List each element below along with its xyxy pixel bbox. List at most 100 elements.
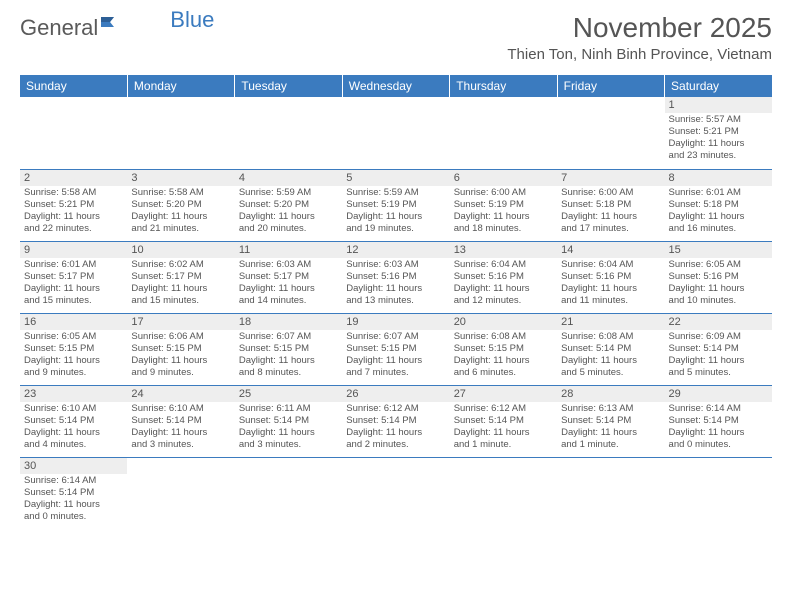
day-number: [235, 97, 342, 113]
day-details: Sunrise: 6:02 AMSunset: 5:17 PMDaylight:…: [127, 258, 234, 309]
day-details: Sunrise: 6:01 AMSunset: 5:17 PMDaylight:…: [20, 258, 127, 309]
day-details: Sunrise: 5:59 AMSunset: 5:20 PMDaylight:…: [235, 186, 342, 237]
day-number: [557, 458, 664, 474]
calendar-cell: 7Sunrise: 6:00 AMSunset: 5:18 PMDaylight…: [557, 169, 664, 241]
day-number: 24: [127, 386, 234, 402]
calendar-cell: 6Sunrise: 6:00 AMSunset: 5:19 PMDaylight…: [450, 169, 557, 241]
logo-flag-icon: [100, 12, 122, 38]
calendar-table: SundayMondayTuesdayWednesdayThursdayFrid…: [20, 75, 772, 529]
day-details: Sunrise: 6:03 AMSunset: 5:17 PMDaylight:…: [235, 258, 342, 309]
day-number: 26: [342, 386, 449, 402]
day-number: [342, 458, 449, 474]
day-number: [127, 97, 234, 113]
calendar-cell: 9Sunrise: 6:01 AMSunset: 5:17 PMDaylight…: [20, 241, 127, 313]
day-details: Sunrise: 6:12 AMSunset: 5:14 PMDaylight:…: [450, 402, 557, 453]
day-number: 21: [557, 314, 664, 330]
day-number: [665, 458, 772, 474]
day-details: Sunrise: 6:04 AMSunset: 5:16 PMDaylight:…: [557, 258, 664, 309]
day-number: [20, 97, 127, 113]
day-number: 15: [665, 242, 772, 258]
calendar-cell: 22Sunrise: 6:09 AMSunset: 5:14 PMDayligh…: [665, 313, 772, 385]
calendar-cell: 14Sunrise: 6:04 AMSunset: 5:16 PMDayligh…: [557, 241, 664, 313]
logo-text-1: General: [20, 15, 98, 41]
day-number: 27: [450, 386, 557, 402]
day-details: Sunrise: 6:14 AMSunset: 5:14 PMDaylight:…: [20, 474, 127, 525]
day-details: Sunrise: 5:58 AMSunset: 5:21 PMDaylight:…: [20, 186, 127, 237]
day-number: 10: [127, 242, 234, 258]
day-number: 20: [450, 314, 557, 330]
calendar-cell: 1Sunrise: 5:57 AMSunset: 5:21 PMDaylight…: [665, 97, 772, 169]
calendar-cell: 25Sunrise: 6:11 AMSunset: 5:14 PMDayligh…: [235, 385, 342, 457]
calendar-cell: [127, 457, 234, 529]
day-number: 23: [20, 386, 127, 402]
calendar-cell: 5Sunrise: 5:59 AMSunset: 5:19 PMDaylight…: [342, 169, 449, 241]
calendar-cell: 12Sunrise: 6:03 AMSunset: 5:16 PMDayligh…: [342, 241, 449, 313]
calendar-head: SundayMondayTuesdayWednesdayThursdayFrid…: [20, 75, 772, 97]
title-block: November 2025 Thien Ton, Ninh Binh Provi…: [507, 12, 772, 63]
day-number: 5: [342, 170, 449, 186]
day-details: Sunrise: 6:05 AMSunset: 5:16 PMDaylight:…: [665, 258, 772, 309]
day-details: Sunrise: 6:00 AMSunset: 5:19 PMDaylight:…: [450, 186, 557, 237]
calendar-row: 30Sunrise: 6:14 AMSunset: 5:14 PMDayligh…: [20, 457, 772, 529]
calendar-cell: 18Sunrise: 6:07 AMSunset: 5:15 PMDayligh…: [235, 313, 342, 385]
day-number: 22: [665, 314, 772, 330]
day-number: 11: [235, 242, 342, 258]
calendar-cell: [450, 457, 557, 529]
day-details: Sunrise: 6:12 AMSunset: 5:14 PMDaylight:…: [342, 402, 449, 453]
calendar-cell: [342, 457, 449, 529]
calendar-cell: [665, 457, 772, 529]
day-number: 3: [127, 170, 234, 186]
day-number: [557, 97, 664, 113]
calendar-cell: 3Sunrise: 5:58 AMSunset: 5:20 PMDaylight…: [127, 169, 234, 241]
weekday-header: Tuesday: [235, 75, 342, 97]
day-details: Sunrise: 6:01 AMSunset: 5:18 PMDaylight:…: [665, 186, 772, 237]
day-number: 16: [20, 314, 127, 330]
calendar-cell: 11Sunrise: 6:03 AMSunset: 5:17 PMDayligh…: [235, 241, 342, 313]
calendar-cell: [20, 97, 127, 169]
calendar-cell: 15Sunrise: 6:05 AMSunset: 5:16 PMDayligh…: [665, 241, 772, 313]
weekday-header: Sunday: [20, 75, 127, 97]
day-number: 13: [450, 242, 557, 258]
day-details: Sunrise: 6:07 AMSunset: 5:15 PMDaylight:…: [235, 330, 342, 381]
day-number: 9: [20, 242, 127, 258]
calendar-cell: 27Sunrise: 6:12 AMSunset: 5:14 PMDayligh…: [450, 385, 557, 457]
location: Thien Ton, Ninh Binh Province, Vietnam: [507, 46, 772, 63]
day-details: Sunrise: 6:06 AMSunset: 5:15 PMDaylight:…: [127, 330, 234, 381]
calendar-cell: [127, 97, 234, 169]
day-number: 12: [342, 242, 449, 258]
calendar-cell: [557, 97, 664, 169]
calendar-body: 1Sunrise: 5:57 AMSunset: 5:21 PMDaylight…: [20, 97, 772, 529]
day-number: 29: [665, 386, 772, 402]
day-details: Sunrise: 6:04 AMSunset: 5:16 PMDaylight:…: [450, 258, 557, 309]
calendar-row: 9Sunrise: 6:01 AMSunset: 5:17 PMDaylight…: [20, 241, 772, 313]
day-details: Sunrise: 6:07 AMSunset: 5:15 PMDaylight:…: [342, 330, 449, 381]
day-number: 28: [557, 386, 664, 402]
day-details: Sunrise: 6:05 AMSunset: 5:15 PMDaylight:…: [20, 330, 127, 381]
day-number: [235, 458, 342, 474]
weekday-header: Monday: [127, 75, 234, 97]
day-number: [342, 97, 449, 113]
day-details: Sunrise: 6:10 AMSunset: 5:14 PMDaylight:…: [127, 402, 234, 453]
calendar-row: 23Sunrise: 6:10 AMSunset: 5:14 PMDayligh…: [20, 385, 772, 457]
day-details: Sunrise: 6:08 AMSunset: 5:14 PMDaylight:…: [557, 330, 664, 381]
calendar-cell: 30Sunrise: 6:14 AMSunset: 5:14 PMDayligh…: [20, 457, 127, 529]
calendar-cell: 21Sunrise: 6:08 AMSunset: 5:14 PMDayligh…: [557, 313, 664, 385]
calendar-cell: 24Sunrise: 6:10 AMSunset: 5:14 PMDayligh…: [127, 385, 234, 457]
calendar-cell: 8Sunrise: 6:01 AMSunset: 5:18 PMDaylight…: [665, 169, 772, 241]
calendar-cell: 23Sunrise: 6:10 AMSunset: 5:14 PMDayligh…: [20, 385, 127, 457]
day-details: Sunrise: 5:59 AMSunset: 5:19 PMDaylight:…: [342, 186, 449, 237]
day-number: 4: [235, 170, 342, 186]
calendar-row: 1Sunrise: 5:57 AMSunset: 5:21 PMDaylight…: [20, 97, 772, 169]
day-details: Sunrise: 6:09 AMSunset: 5:14 PMDaylight:…: [665, 330, 772, 381]
weekday-header: Saturday: [665, 75, 772, 97]
calendar-cell: 13Sunrise: 6:04 AMSunset: 5:16 PMDayligh…: [450, 241, 557, 313]
header: GeneralBlue November 2025 Thien Ton, Nin…: [0, 0, 792, 67]
calendar-cell: [342, 97, 449, 169]
day-number: [127, 458, 234, 474]
day-number: 2: [20, 170, 127, 186]
day-details: Sunrise: 6:00 AMSunset: 5:18 PMDaylight:…: [557, 186, 664, 237]
day-number: 14: [557, 242, 664, 258]
day-number: [450, 458, 557, 474]
day-details: Sunrise: 6:14 AMSunset: 5:14 PMDaylight:…: [665, 402, 772, 453]
day-number: 6: [450, 170, 557, 186]
